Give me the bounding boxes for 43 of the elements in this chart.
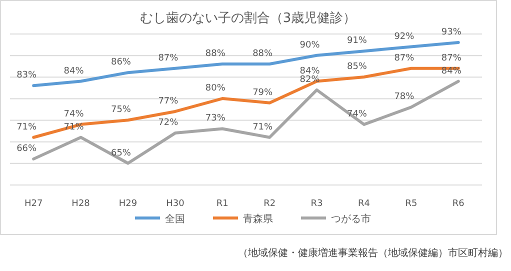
x-tick-label: R5 — [405, 199, 418, 209]
data-label: 74% — [346, 109, 368, 120]
x-tick-label: H29 — [118, 199, 138, 209]
data-label: 66% — [16, 144, 38, 154]
data-label: 84% — [64, 66, 84, 76]
data-label: 83% — [16, 70, 38, 81]
data-label: 79% — [252, 88, 274, 98]
data-label: 82% — [300, 74, 320, 85]
data-label: 90% — [300, 40, 320, 50]
data-label: 71% — [252, 122, 274, 132]
data-label: 73% — [205, 114, 226, 124]
data-label: 91% — [346, 36, 368, 46]
data-label: 87% — [441, 53, 462, 64]
data-label: 78% — [394, 92, 415, 102]
data-label: 87% — [158, 53, 179, 64]
data-label: 86% — [110, 58, 132, 68]
data-label: 88% — [252, 49, 274, 60]
legend-label: 青森県 — [243, 213, 273, 225]
data-label: 92% — [394, 32, 415, 42]
data-label: 84% — [300, 66, 320, 76]
text: （地域保健・健康増進事業報告（地域保健編）市区町村編） — [238, 247, 508, 259]
data-label: 87% — [394, 53, 415, 64]
legend-label: つがる市 — [331, 213, 371, 225]
data-label: 80% — [205, 84, 226, 94]
x-tick-label: R4 — [358, 199, 370, 209]
data-label: 65% — [110, 148, 132, 158]
legend-label: 全国 — [165, 213, 185, 225]
title: むし歯のない子の割合（3歳児健診） — [140, 11, 356, 26]
x-tick-label: H28 — [72, 199, 90, 209]
data-label: 74% — [64, 109, 84, 120]
data-label: 72% — [158, 118, 179, 128]
data-label: 93% — [441, 27, 462, 38]
data-label: 71% — [16, 122, 38, 132]
x-tick-label: H27 — [24, 199, 43, 209]
data-label: 77% — [158, 96, 179, 106]
x-tick-label: R1 — [216, 199, 228, 209]
x-tick-label: R3 — [310, 199, 323, 209]
x-tick-label: R6 — [452, 199, 465, 209]
data-label: 85% — [346, 62, 368, 72]
x-tick-label: R2 — [264, 199, 276, 209]
x-tick-label: H30 — [166, 199, 185, 209]
data-label: 88% — [205, 49, 226, 60]
data-label: 75% — [110, 105, 132, 116]
